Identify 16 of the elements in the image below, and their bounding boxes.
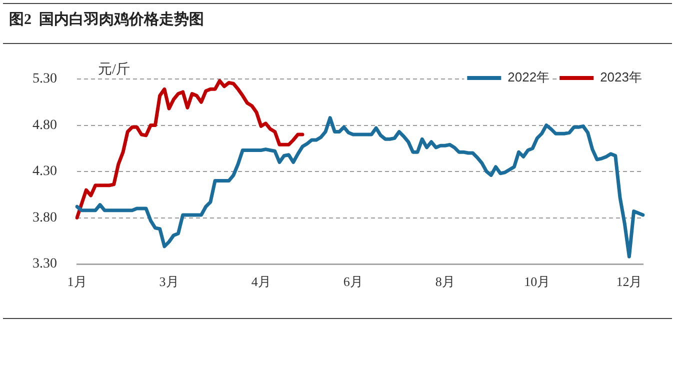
chart-title: 图2 国内白羽肉鸡价格走势图 [9,11,204,29]
y-tick-label: 5.30 [32,72,57,87]
x-tick-label: 4月 [251,274,271,290]
legend-label: 2022年 [508,70,550,85]
x-tick-label: 12月 [616,274,642,290]
y-tick-label: 4.80 [32,118,57,133]
x-tick-label: 1月 [67,274,87,290]
y-axis-title: 元/斤 [98,62,130,78]
x-tick-label: 10月 [524,274,550,290]
y-tick-label: 3.80 [32,210,57,226]
y-tick-label: 3.30 [32,256,57,272]
y-tick-label: 4.30 [32,164,57,180]
x-tick-label: 3月 [159,274,179,290]
legend-label: 2023年 [600,70,642,85]
x-tick-label: 8月 [435,274,455,290]
x-tick-label: 6月 [343,274,363,290]
